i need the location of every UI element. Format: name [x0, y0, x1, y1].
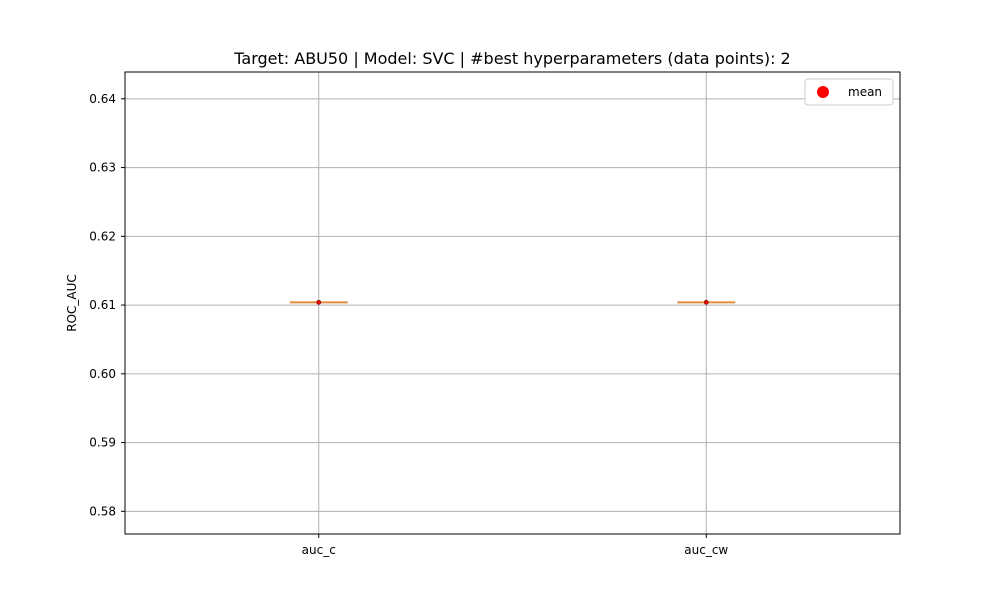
- y-tick-label: 0.61: [89, 298, 116, 312]
- legend-mean-label: mean: [848, 85, 882, 99]
- chart-title: Target: ABU50 | Model: SVC | #best hyper…: [233, 49, 790, 68]
- gridlines: [125, 72, 900, 534]
- y-tick-label: 0.63: [89, 161, 116, 175]
- legend-frame: [804, 78, 894, 106]
- legend-mean-marker: [817, 86, 829, 98]
- y-tick-label: 0.59: [89, 436, 116, 450]
- mean-marker: [703, 299, 709, 305]
- x-tick-label: auc_c: [302, 543, 336, 557]
- y-tick-label: 0.58: [89, 504, 116, 518]
- box-auc_c: [289, 299, 348, 305]
- x-axis-ticks: auc_c auc_cw: [302, 534, 728, 557]
- box-auc_cw: [677, 299, 736, 305]
- y-tick-label: 0.62: [89, 229, 116, 243]
- y-tick-label: 0.64: [89, 92, 116, 106]
- x-tick-label: auc_cw: [684, 543, 728, 557]
- y-axis-ticks: 0.58 0.59 0.60 0.61 0.62 0.63 0.64: [89, 92, 125, 518]
- y-tick-label: 0.60: [89, 367, 116, 381]
- y-axis-label: ROC_AUC: [65, 274, 79, 332]
- legend: mean: [804, 78, 894, 106]
- plot-frame: [124, 71, 901, 535]
- box-plots: [289, 299, 736, 305]
- mean-marker: [316, 299, 322, 305]
